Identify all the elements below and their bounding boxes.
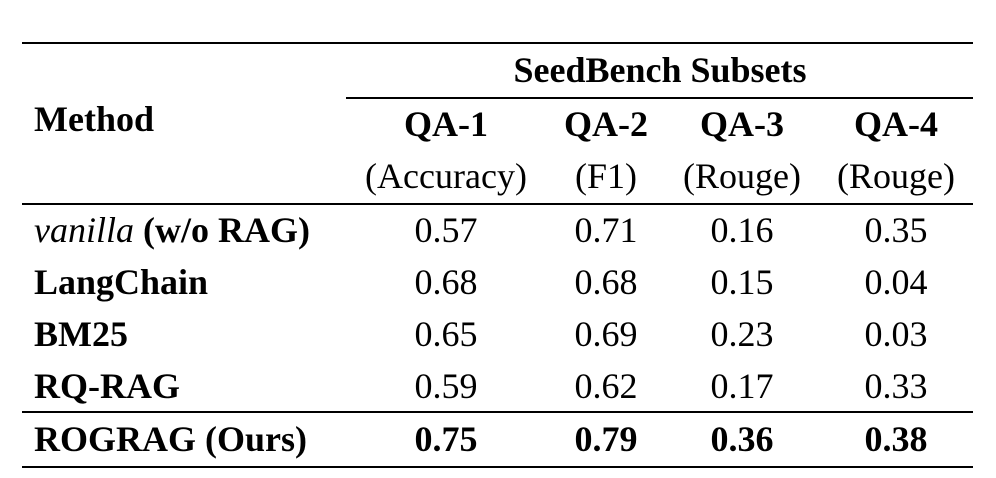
- cell-bm25-qa3: 0.23: [710, 314, 774, 354]
- cell-bm25-qa1: 0.65: [414, 314, 478, 354]
- method-italic-part: vanilla: [34, 210, 134, 250]
- bottom-rule: [22, 466, 973, 468]
- row-method-rq-rag: RQ-RAG: [34, 366, 180, 406]
- cell-rograg-qa2: 0.79: [574, 419, 638, 459]
- cell-rograg-qa3: 0.36: [710, 419, 774, 459]
- row-method-vanilla: vanilla (w/o RAG): [34, 212, 310, 248]
- cell-vanilla-qa4: 0.35: [864, 210, 928, 250]
- column-header-qa1: QA-1: [404, 104, 488, 144]
- group-underline: [346, 97, 973, 99]
- top-rule: [22, 42, 973, 44]
- cell-vanilla-qa3: 0.16: [710, 210, 774, 250]
- method-bold-part: (w/o RAG): [133, 210, 310, 250]
- ours-separator-rule: [22, 411, 973, 413]
- row-method-bm25: BM25: [34, 314, 128, 354]
- cell-langchain-qa1: 0.68: [414, 262, 478, 302]
- column-header-qa4: QA-4: [854, 104, 938, 144]
- method-header: Method: [34, 99, 154, 139]
- header-rule: [22, 203, 973, 205]
- cell-rq-rag-qa3: 0.17: [710, 366, 774, 406]
- column-header-qa3: QA-3: [700, 104, 784, 144]
- row-method-rograg: ROGRAG (Ours): [34, 419, 307, 459]
- column-header-qa2: QA-2: [564, 104, 648, 144]
- cell-langchain-qa2: 0.68: [574, 262, 638, 302]
- cell-vanilla-qa1: 0.57: [414, 210, 478, 250]
- cell-rograg-qa1: 0.75: [414, 419, 478, 459]
- column-metric-qa4: (Rouge): [837, 156, 955, 196]
- cell-rq-rag-qa4: 0.33: [864, 366, 928, 406]
- group-header: SeedBench Subsets: [513, 50, 807, 90]
- cell-vanilla-qa2: 0.71: [574, 210, 638, 250]
- column-metric-qa2: (F1): [575, 156, 637, 196]
- row-method-langchain: LangChain: [34, 262, 209, 302]
- cell-bm25-qa4: 0.03: [864, 314, 928, 354]
- cell-langchain-qa3: 0.15: [710, 262, 774, 302]
- column-metric-qa3: (Rouge): [683, 156, 801, 196]
- cell-rq-rag-qa2: 0.62: [574, 366, 638, 406]
- column-metric-qa1: (Accuracy): [365, 156, 527, 196]
- cell-rograg-qa4: 0.38: [864, 419, 928, 459]
- cell-langchain-qa4: 0.04: [864, 262, 928, 302]
- cell-bm25-qa2: 0.69: [574, 314, 638, 354]
- cell-rq-rag-qa1: 0.59: [414, 366, 478, 406]
